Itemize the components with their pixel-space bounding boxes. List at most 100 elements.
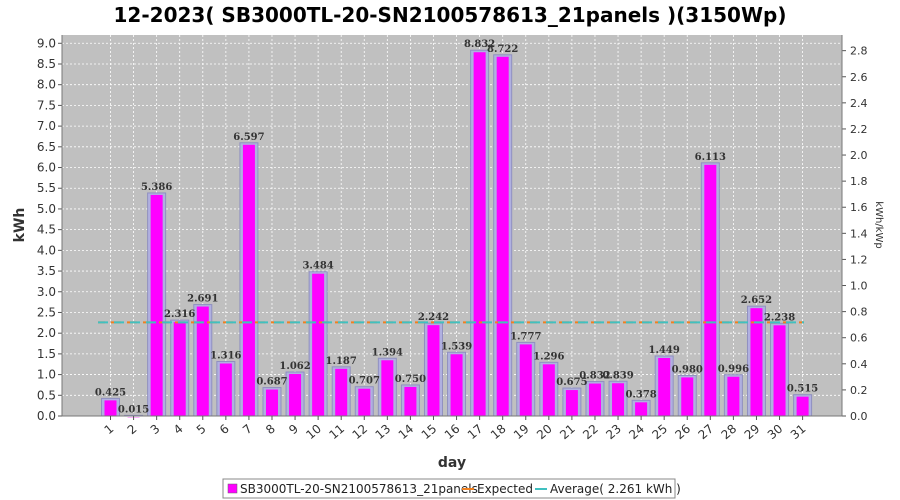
x-tick-label: 25 [649, 422, 670, 443]
bar [312, 273, 325, 416]
bar-value-label: 0.515 [787, 384, 818, 395]
chart-title: 12-2023( SB3000TL-20-SN2100578613_21pane… [114, 3, 787, 27]
x-tick-label: 14 [396, 422, 417, 443]
y2-tick-label: 0.8 [850, 306, 868, 319]
bar [173, 322, 186, 416]
x-tick-label: 6 [217, 422, 232, 438]
x-tick-label: 19 [511, 422, 532, 443]
y2-tick-label: 0.0 [850, 410, 868, 423]
bar-value-label: 2.691 [187, 294, 218, 305]
x-tick-label: 5 [194, 422, 209, 438]
bar [542, 364, 555, 416]
y-tick-label: 8.5 [37, 57, 56, 71]
x-tick-label: 21 [557, 422, 578, 443]
legend-box [222, 478, 676, 499]
bar-value-label: 0.832 [579, 371, 610, 382]
bar-value-label: 1.187 [326, 356, 357, 367]
bar [565, 390, 578, 416]
y2-tick-label: 2.8 [850, 45, 868, 58]
y2-axis-label: kWh/kWp [873, 201, 884, 248]
x-tick-label: 17 [465, 422, 486, 443]
y-tick-label: 6.5 [37, 140, 56, 154]
bar-value-label: 1.449 [649, 345, 680, 356]
x-tick-label: 24 [626, 422, 647, 443]
bar [242, 144, 255, 416]
bar [796, 396, 809, 416]
bar-value-label: 2.316 [164, 309, 195, 320]
x-tick-label: 8 [263, 422, 278, 438]
y-tick-label: 2.5 [37, 305, 56, 319]
x-tick-label: 26 [672, 422, 693, 443]
bar [427, 325, 440, 416]
y2-tick-label: 1.4 [850, 227, 868, 240]
y-tick-label: 9.0 [37, 36, 56, 50]
x-tick-label: 22 [580, 422, 601, 443]
x-tick-label: 9 [286, 422, 301, 438]
y2-tick-label: 0.4 [850, 358, 868, 371]
y2-tick-label: 0.2 [850, 384, 868, 397]
legend-series-label: SB3000TL-20-SN2100578613_21panels [240, 482, 478, 496]
bar [588, 383, 601, 416]
bar [612, 383, 625, 416]
y-tick-label: 6.0 [37, 161, 56, 175]
bar [150, 194, 163, 416]
y2-tick-label: 2.0 [850, 149, 868, 162]
bar [450, 354, 463, 416]
y-tick-label: 2.0 [37, 326, 56, 340]
bar-value-label: 0.675 [556, 377, 587, 388]
legend-swatch-series [227, 483, 238, 494]
bar [219, 363, 232, 416]
bar-value-label: 0.707 [349, 376, 380, 387]
bar-value-label: 0.687 [256, 377, 287, 388]
y2-tick-label: 2.6 [850, 71, 868, 84]
x-axis-label: day [438, 455, 466, 471]
y2-tick-label: 1.6 [850, 201, 868, 214]
x-tick-label: 31 [788, 422, 809, 443]
bar-value-label: 2.238 [764, 312, 795, 323]
x-tick-label: 11 [326, 422, 347, 443]
bar [358, 388, 371, 416]
bar [381, 360, 394, 416]
bar-value-label: 1.062 [279, 361, 310, 372]
bar-value-label: 8.832 [464, 39, 495, 50]
y-tick-label: 3.5 [37, 264, 56, 278]
legend-average-label: Average( 2.261 kWh ) [550, 482, 681, 496]
x-tick-label: 18 [488, 422, 509, 443]
bar-value-label: 0.996 [718, 364, 749, 375]
bar-value-label: 0.980 [672, 364, 703, 375]
bar-value-label: 0.015 [118, 404, 149, 415]
bar-value-label: 1.539 [441, 341, 472, 352]
y-tick-label: 0.0 [37, 409, 56, 423]
x-tick-label: 27 [696, 422, 717, 443]
bar [265, 389, 278, 416]
y-tick-label: 0.5 [37, 388, 56, 402]
bar [104, 400, 117, 416]
bar-value-label: 2.652 [741, 295, 772, 306]
bar [496, 56, 509, 416]
bar-value-label: 0.378 [625, 389, 656, 400]
legend-expected-label: Expected [477, 482, 533, 496]
y-axis-left: 0.0 0.5 1.0 1.5 2.0 2.5 3.0 3.5 4.0 4.5 5.0 5.5 6.0 6… [37, 35, 63, 423]
bar-value-label: 0.425 [95, 387, 126, 398]
bar-value-label: 0.750 [395, 374, 426, 385]
y-tick-label: 7.0 [37, 119, 56, 133]
y2-tick-label: 1.0 [850, 280, 868, 293]
bar-value-label: 5.386 [141, 182, 172, 193]
x-tick-label: 2 [125, 422, 140, 438]
bar [773, 325, 786, 416]
y-tick-label: 5.0 [37, 202, 56, 216]
bar [404, 386, 417, 416]
bar [335, 368, 348, 416]
y-axis-right: 0.0 0.2 0.4 0.6 0.8 1.0 1.2 1.4 1.6 1.8 2.0 2.2 2.4 2… [841, 35, 868, 423]
x-tick-label: 4 [171, 422, 186, 438]
x-tick-label: 30 [765, 422, 786, 443]
bar [727, 376, 740, 416]
y-axis-label: kWh [12, 208, 28, 243]
bar-value-label: 6.597 [233, 132, 264, 143]
x-tick-label: 29 [742, 422, 763, 443]
bar [519, 344, 532, 416]
x-tick-label: 15 [419, 422, 440, 443]
x-tick-label: 3 [148, 422, 163, 438]
legend: SB3000TL-20-SN2100578613_21panels Expect… [222, 478, 681, 499]
